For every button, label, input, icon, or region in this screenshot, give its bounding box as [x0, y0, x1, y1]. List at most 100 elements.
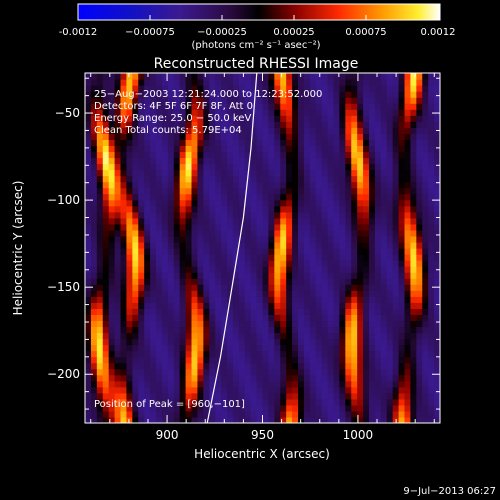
heatmap-cell [215, 169, 222, 177]
heatmap-cell [298, 344, 305, 352]
heatmap-cell [185, 205, 193, 213]
heatmap-cell [238, 127, 246, 134]
heatmap-cell [244, 296, 252, 303]
heatmap-cell [315, 97, 323, 104]
y-tick-label: −100 [47, 193, 80, 207]
heatmap-cell [250, 79, 258, 86]
heatmap-cell [345, 97, 352, 104]
heatmap-cell [345, 410, 352, 418]
heatmap-cell [167, 338, 175, 346]
heatmap-cell [144, 380, 151, 388]
heatmap-cell [191, 205, 199, 213]
heatmap-cell [161, 404, 169, 412]
heatmap-cell [262, 211, 270, 219]
heatmap-cell [179, 175, 187, 183]
heatmap-cell [191, 241, 199, 249]
heatmap-cell [114, 302, 122, 309]
heatmap-cell [108, 103, 116, 110]
heatmap-cell [161, 254, 169, 261]
heatmap-cell [333, 248, 341, 255]
heatmap-cell [227, 404, 234, 412]
heatmap-cell [268, 386, 275, 394]
heatmap-cell [262, 187, 270, 195]
heatmap-cell [280, 392, 287, 400]
heatmap-cell [374, 266, 382, 273]
heatmap-cell [274, 145, 281, 153]
heatmap-cell [221, 410, 228, 418]
heatmap-cell [138, 133, 145, 140]
heatmap-cell [150, 169, 157, 177]
heatmap-cell [280, 169, 287, 177]
heatmap-cell [428, 320, 435, 328]
footer-date: 9−Jul−2013 06:27 [403, 486, 496, 497]
heatmap-cell [274, 320, 281, 328]
heatmap-cell [256, 169, 264, 177]
heatmap-cell [392, 133, 400, 140]
heatmap-cell [333, 211, 341, 219]
heatmap-cell [85, 332, 92, 340]
heatmap-cell [369, 272, 376, 279]
annotation-peak-position: Position of Peak = [960,−101] [94, 399, 245, 410]
heatmap-cell [203, 344, 210, 352]
heatmap-cell [250, 368, 258, 376]
heatmap-cell [274, 127, 281, 134]
heatmap-cell [386, 278, 394, 285]
heatmap-cell [191, 211, 199, 219]
heatmap-cell [197, 254, 204, 261]
heatmap-cell [244, 145, 252, 153]
heatmap-cell [90, 380, 98, 388]
heatmap-cell [114, 109, 122, 116]
heatmap-cell [221, 139, 228, 147]
heatmap-cell [161, 169, 169, 177]
heatmap-cell [191, 145, 199, 153]
heatmap-cell [286, 368, 293, 376]
heatmap-cell [179, 85, 187, 92]
heatmap-cell [203, 163, 210, 171]
heatmap-cell [227, 290, 234, 297]
heatmap-cell [156, 103, 163, 110]
heatmap-cell [138, 404, 145, 412]
heatmap-cell [292, 344, 299, 352]
heatmap-cell [392, 410, 400, 418]
heatmap-cell [315, 362, 323, 370]
heatmap-cell [126, 368, 133, 376]
heatmap-cell [161, 157, 169, 165]
heatmap-cell [85, 248, 92, 255]
heatmap-cell [386, 308, 394, 315]
heatmap-cell [374, 416, 382, 423]
heatmap-cell [351, 241, 358, 249]
heatmap-cell [96, 79, 104, 86]
heatmap-cell [138, 260, 145, 267]
heatmap-cell [209, 139, 216, 147]
heatmap-cell [114, 211, 122, 219]
heatmap-cell [321, 344, 329, 352]
heatmap-cell [410, 266, 417, 273]
heatmap-cell [374, 326, 382, 334]
heatmap-cell [108, 151, 116, 159]
heatmap-cell [238, 103, 246, 110]
heatmap-cell [96, 350, 104, 358]
heatmap-cell [286, 272, 293, 279]
heatmap-cell [303, 326, 311, 334]
heatmap-cell [108, 169, 116, 177]
heatmap-cell [126, 169, 133, 177]
heatmap-cell [144, 121, 151, 128]
heatmap-cell [369, 103, 376, 110]
heatmap-cell [102, 217, 110, 225]
heatmap-cell [309, 290, 317, 297]
heatmap-cell [144, 296, 151, 303]
heatmap-cell [144, 175, 151, 183]
heatmap-cell [386, 314, 394, 322]
heatmap-cell [404, 235, 412, 243]
heatmap-cell [363, 133, 370, 140]
heatmap-cell [392, 278, 400, 285]
heatmap-cell [351, 145, 358, 153]
heatmap-cell [203, 211, 210, 219]
heatmap-cell [85, 368, 92, 376]
heatmap-cell [144, 398, 151, 406]
heatmap-cell [262, 350, 270, 358]
heatmap-cell [363, 374, 370, 382]
heatmap-cell [416, 163, 423, 171]
heatmap-cell [203, 199, 210, 207]
heatmap-cell [428, 326, 435, 334]
